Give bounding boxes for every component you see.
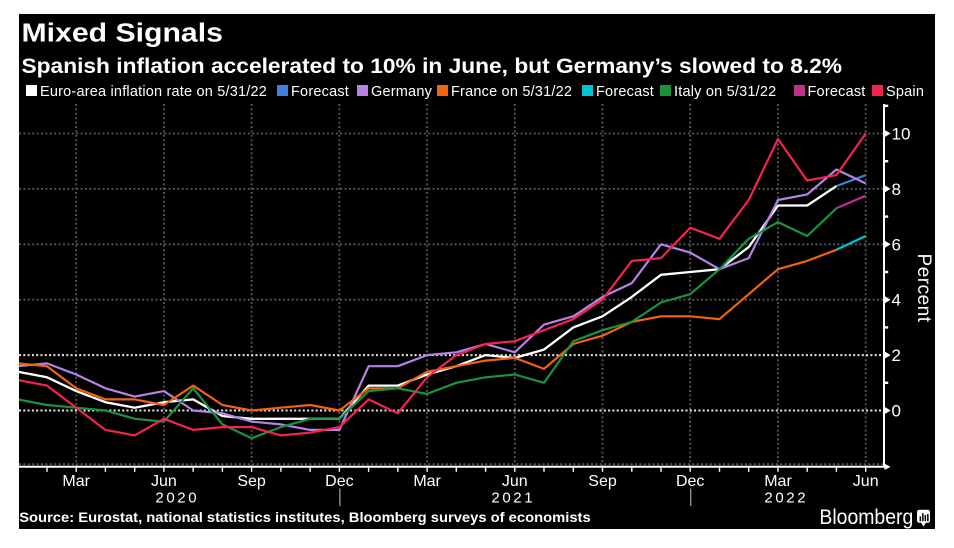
svg-text:Mar: Mar xyxy=(62,473,90,490)
svg-text:Dec: Dec xyxy=(676,473,704,490)
svg-text:Bloomberg: Bloomberg xyxy=(819,506,913,529)
svg-text:Spanish inflation accelerated: Spanish inflation accelerated to 10% in … xyxy=(22,54,843,78)
svg-text:Mar: Mar xyxy=(413,473,441,490)
svg-text:6: 6 xyxy=(892,235,901,254)
svg-text:Forecast: Forecast xyxy=(808,84,866,100)
svg-text:0: 0 xyxy=(892,402,901,421)
svg-text:Mar: Mar xyxy=(764,473,792,490)
svg-text:France on 5/31/22: France on 5/31/22 xyxy=(451,84,572,100)
svg-text:2022: 2022 xyxy=(764,490,808,507)
svg-text:Jun: Jun xyxy=(853,473,879,490)
svg-text:8: 8 xyxy=(892,180,901,199)
svg-text:Spain: Spain xyxy=(886,84,924,100)
svg-text:Forecast: Forecast xyxy=(596,84,654,100)
svg-text:Euro-area inflation rate on 5/: Euro-area inflation rate on 5/31/22 xyxy=(40,84,267,100)
svg-text:Forecast: Forecast xyxy=(291,84,349,100)
svg-text:2020: 2020 xyxy=(155,490,199,507)
svg-text:Dec: Dec xyxy=(325,473,353,490)
svg-text:Jun: Jun xyxy=(151,473,177,490)
svg-text:Jun: Jun xyxy=(502,473,528,490)
svg-text:Sep: Sep xyxy=(588,473,617,490)
svg-text:10: 10 xyxy=(892,125,911,144)
svg-text:2: 2 xyxy=(892,346,901,365)
svg-text:2021: 2021 xyxy=(491,490,535,507)
svg-text:Percent: Percent xyxy=(913,254,934,323)
svg-text:Germany: Germany xyxy=(371,84,433,100)
svg-text:Italy on 5/31/22: Italy on 5/31/22 xyxy=(674,84,776,100)
svg-text:Mixed Signals: Mixed Signals xyxy=(22,18,223,48)
svg-text:4: 4 xyxy=(892,291,901,310)
svg-text:Sep: Sep xyxy=(237,473,266,490)
svg-text:Source: Eurostat, national sta: Source: Eurostat, national statistics in… xyxy=(19,510,590,526)
